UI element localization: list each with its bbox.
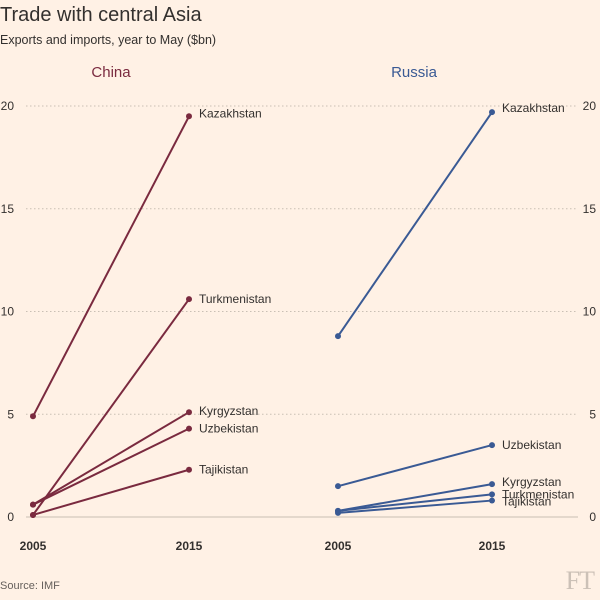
china-series-line-uzbekistan [32, 427, 190, 506]
russia-series-label-turkmenistan: Turkmenistan [502, 487, 574, 501]
china-point-kazakhstan-2015 [186, 113, 192, 120]
y-tick-label-right: 10 [583, 305, 597, 319]
china-series-line-kyrgyzstan [32, 411, 190, 506]
russia-point-tajikistan-2005 [335, 509, 341, 516]
ft-logo: FT [565, 566, 595, 595]
russia-series-label-tajikistan: Tajikistan [502, 495, 551, 509]
russia-series-label-kazakhstan: Kazakhstan [502, 101, 565, 115]
y-tick-label-left: 10 [1, 305, 15, 319]
china-series-label-turkmenistan: Turkmenistan [199, 292, 271, 306]
china-series-label-uzbekistan: Uzbekistan [199, 422, 258, 436]
russia-point-kyrgyzstan-2015 [489, 481, 495, 488]
y-tick-label-left: 5 [7, 407, 14, 421]
y-tick-label-right: 0 [589, 510, 596, 524]
y-tick-label-left: 0 [7, 510, 14, 524]
x-tick-label: 2005 [325, 539, 352, 553]
russia-series-line-turkmenistan [337, 493, 493, 512]
china-point-tajikistan-2015 [186, 466, 192, 473]
chart-subtitle: Exports and imports, year to May ($bn) [0, 33, 217, 47]
china-panel-title: China [91, 64, 131, 81]
russia-point-kazakhstan-2015 [489, 109, 495, 116]
russia-point-uzbekistan-2015 [489, 442, 495, 449]
y-tick-label-left: 20 [1, 99, 15, 113]
russia-series-line-kyrgyzstan [337, 483, 493, 512]
x-tick-label: 2005 [20, 539, 47, 553]
russia-series-line-tajikistan [337, 499, 493, 514]
china-series-label-kyrgyzstan: Kyrgyzstan [199, 404, 258, 418]
russia-point-tajikistan-2015 [489, 497, 495, 504]
russia-point-uzbekistan-2005 [335, 483, 341, 490]
china-point-kazakhstan-2005 [30, 413, 36, 420]
russia-series-label-uzbekistan: Uzbekistan [502, 438, 561, 452]
china-series-line-turkmenistan [32, 298, 190, 516]
y-tick-label-right: 20 [583, 99, 597, 113]
russia-point-kazakhstan-2005 [335, 333, 341, 340]
russia-series-line-kazakhstan [337, 111, 493, 337]
china-series-label-tajikistan: Tajikistan [199, 463, 248, 477]
russia-series-line-uzbekistan [337, 444, 493, 488]
china-series-line-tajikistan [32, 468, 190, 516]
x-tick-label: 2015 [479, 539, 506, 553]
chart-title: Trade with central Asia [0, 4, 202, 26]
china-point-uzbekistan-2005 [30, 501, 36, 508]
china-point-turkmenistan-2015 [186, 296, 192, 303]
russia-series-label-kyrgyzstan: Kyrgyzstan [502, 475, 561, 489]
china-point-kyrgyzstan-2015 [186, 409, 192, 416]
y-tick-label-right: 15 [583, 202, 597, 216]
y-tick-label-left: 15 [1, 202, 15, 216]
y-tick-label-right: 5 [589, 407, 596, 421]
china-point-uzbekistan-2015 [186, 425, 192, 432]
china-point-tajikistan-2005 [30, 511, 36, 518]
russia-point-turkmenistan-2015 [489, 491, 495, 498]
russia-panel-title: Russia [391, 64, 438, 81]
source-note: Source: IMF [0, 580, 60, 592]
x-tick-label: 2015 [176, 539, 203, 553]
china-series-line-kazakhstan [32, 115, 190, 417]
china-series-label-kazakhstan: Kazakhstan [199, 106, 262, 120]
